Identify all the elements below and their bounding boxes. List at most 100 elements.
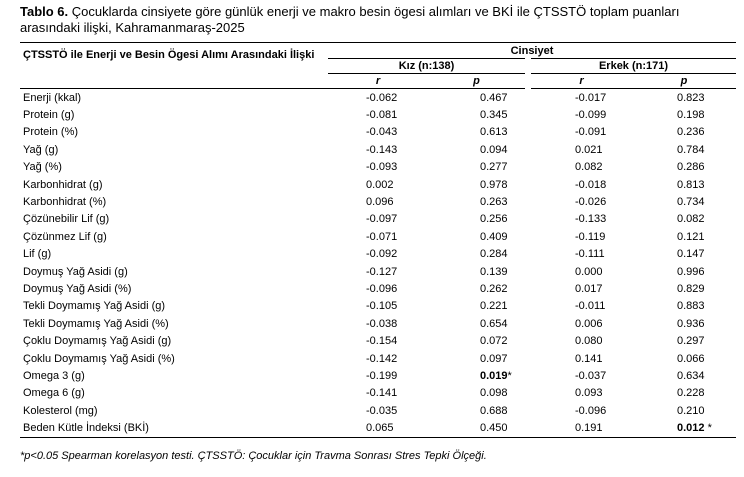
- girls-r-cell: -0.142: [328, 350, 428, 367]
- boys-p-cell-value: 0.813: [677, 178, 705, 191]
- girls-p-cell: 0.450: [428, 419, 528, 437]
- row-label-value: Doymuş Yağ Asidi (g): [23, 265, 128, 278]
- boys-r-cell-value: -0.119: [575, 230, 606, 243]
- girls-p-cell: 0.284: [428, 246, 528, 263]
- boys-r-cell-value: 0.006: [575, 317, 603, 330]
- boys-p-cell-value: 0.734: [677, 196, 705, 209]
- girls-r-cell-value: -0.097: [366, 213, 398, 226]
- girls-r-cell: 0.065: [328, 419, 428, 437]
- boys-r-cell: -0.011: [528, 298, 632, 315]
- girls-r-cell-value: -0.038: [366, 317, 398, 330]
- boys-r-cell: -0.037: [528, 367, 632, 384]
- boys-r-cell: -0.096: [528, 402, 632, 419]
- boys-r-cell-value: 0.000: [575, 265, 603, 278]
- girls-p-cell-value: 0.688: [480, 404, 508, 417]
- boys-r-cell-value: 0.082: [575, 161, 603, 174]
- girls-p-cell-value: 0.978: [480, 178, 508, 191]
- boys-p-cell: 0.066: [632, 350, 736, 367]
- girls-r-cell: -0.105: [328, 298, 428, 315]
- table-row: Yağ (%) -0.093 0.277 0.082 0.286: [20, 159, 736, 176]
- boys-p-cell: 0.297: [632, 332, 736, 349]
- table-row: Lif (g) -0.092 0.284 -0.111 0.147: [20, 246, 736, 263]
- boys-p-cell: 0.996: [632, 263, 736, 280]
- girls-r-cell: -0.097: [328, 211, 428, 228]
- significance-mark: *: [507, 369, 512, 382]
- table-row: Çözünebilir Lif (g) -0.097 0.256 -0.133 0.08…: [20, 211, 736, 228]
- boys-p-cell-value: 0.823: [677, 91, 705, 104]
- boys-p-cell-value: 0.236: [677, 126, 705, 139]
- girls-p-cell-value: 0.345: [480, 109, 508, 122]
- boys-p-cell-value: 0.082: [677, 213, 705, 226]
- row-label: Doymuş Yağ Asidi (%): [20, 280, 328, 297]
- table-row: Omega 3 (g) -0.199 0.019* -0.037 0.634: [20, 367, 736, 384]
- row-label: Tekli Doymamış Yağ Asidi (%): [20, 315, 328, 332]
- row-label: Protein (%): [20, 124, 328, 141]
- girls-r-cell: -0.127: [328, 263, 428, 280]
- row-label-value: Çoklu Doymamış Yağ Asidi (g): [23, 335, 172, 348]
- row-label: Çözünmez Lif (g): [20, 228, 328, 245]
- boys-p-cell-value: 0.286: [677, 161, 705, 174]
- boys-p-cell-value: 0.066: [677, 352, 705, 365]
- girls-r-cell: 0.002: [328, 176, 428, 193]
- boys-r-header: r: [525, 73, 632, 89]
- boys-p-cell-value: 0.936: [677, 317, 705, 330]
- row-label-value: Yağ (%): [23, 161, 62, 174]
- row-label: Lif (g): [20, 246, 328, 263]
- girls-p-cell: 0.688: [428, 402, 528, 419]
- boys-r-cell: 0.021: [528, 141, 632, 158]
- boys-p-cell: 0.829: [632, 280, 736, 297]
- boys-r-cell-value: -0.099: [575, 109, 607, 122]
- significance-mark: *: [704, 422, 712, 435]
- table-row: Çözünmez Lif (g) -0.071 0.409 -0.119 0.121: [20, 228, 736, 245]
- boys-r-cell: 0.191: [528, 419, 632, 437]
- row-label: Beden Kütle İndeksi (BKİ): [20, 419, 328, 437]
- girls-p-cell-value: 0.284: [480, 248, 508, 261]
- boys-p-cell: 0.121: [632, 228, 736, 245]
- girls-p-cell: 0.409: [428, 228, 528, 245]
- girls-p-cell: 0.139: [428, 263, 528, 280]
- girls-r-cell-value: -0.154: [366, 335, 398, 348]
- girls-p-cell: 0.262: [428, 280, 528, 297]
- table-row: Karbonhidrat (g) 0.002 0.978 -0.018 0.813: [20, 176, 736, 193]
- girls-r-cell: -0.143: [328, 141, 428, 158]
- row-label-value: Çözünebilir Lif (g): [23, 213, 110, 226]
- row-header-title: ÇTSSTÖ ile Enerji ve Besin Ögesi Alımı A…: [20, 42, 328, 89]
- boys-r-cell: 0.093: [528, 385, 632, 402]
- row-label-value: Omega 3 (g): [23, 369, 85, 382]
- girls-p-cell: 0.097: [428, 350, 528, 367]
- row-label: Doymuş Yağ Asidi (g): [20, 263, 328, 280]
- row-label-value: Omega 6 (g): [23, 387, 85, 400]
- table-row: Protein (g) -0.081 0.345 -0.099 0.198: [20, 106, 736, 123]
- caption-line1: Çocuklarda cinsiyete göre günlük enerji …: [68, 4, 680, 19]
- caption-label: Tablo 6.: [20, 4, 69, 19]
- table-row: Beden Kütle İndeksi (BKİ) 0.065 0.450 0.191…: [20, 419, 736, 438]
- boys-r-cell-value: 0.141: [575, 352, 603, 365]
- girls-p-cell: 0.978: [428, 176, 528, 193]
- girls-p-cell-value: 0.139: [480, 265, 508, 278]
- girls-p-cell-value: 0.072: [480, 335, 508, 348]
- boys-p-cell-value: 0.634: [677, 369, 705, 382]
- table-row: Çoklu Doymamış Yağ Asidi (%) -0.142 0.097 0…: [20, 350, 736, 367]
- boys-r-cell: -0.099: [528, 106, 632, 123]
- girls-r-cell-value: -0.199: [366, 369, 398, 382]
- girls-p-cell: 0.094: [428, 141, 528, 158]
- girls-r-cell-value: -0.142: [366, 352, 398, 365]
- row-label: Karbonhidrat (%): [20, 193, 328, 210]
- girls-r-cell-value: -0.141: [366, 387, 398, 400]
- row-label-value: Yağ (g): [23, 143, 59, 156]
- girls-r-cell: -0.043: [328, 124, 428, 141]
- table-row: Kolesterol (mg) -0.035 0.688 -0.096 0.210: [20, 402, 736, 419]
- boys-p-cell: 0.883: [632, 298, 736, 315]
- row-label: Çoklu Doymamış Yağ Asidi (%): [20, 350, 328, 367]
- table-row: Doymuş Yağ Asidi (%) -0.096 0.262 0.017 0.82…: [20, 280, 736, 297]
- row-label: Karbonhidrat (g): [20, 176, 328, 193]
- girls-r-cell-value: -0.035: [366, 404, 398, 417]
- boys-p-cell-value: 0.121: [677, 230, 705, 243]
- row-label-value: Lif (g): [23, 248, 52, 261]
- boys-p-cell-value: 0.883: [677, 300, 705, 313]
- boys-r-cell-value: -0.133: [575, 213, 607, 226]
- boys-r-cell: 0.000: [528, 263, 632, 280]
- girls-p-cell: 0.098: [428, 385, 528, 402]
- group-header-cinsiyet: Cinsiyet: [510, 44, 554, 57]
- girls-p-cell: 0.345: [428, 106, 528, 123]
